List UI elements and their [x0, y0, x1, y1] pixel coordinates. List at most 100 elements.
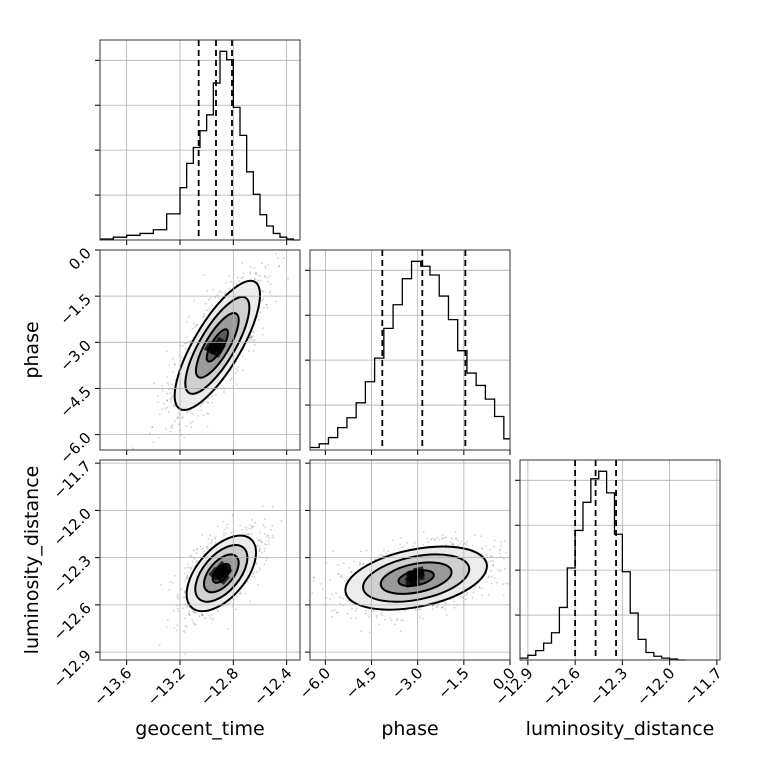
joint-geocent_time-luminosity_distance-point	[186, 566, 189, 569]
joint-geocent_time-luminosity_distance-point	[264, 526, 267, 528]
joint-geocent_time-phase-point	[249, 271, 252, 273]
joint-geocent_time-phase-point	[204, 302, 207, 305]
joint-geocent_time-luminosity_distance-point	[259, 539, 262, 541]
joint-phase-luminosity_distance-point	[436, 536, 439, 539]
joint-geocent_time-phase-point	[277, 257, 280, 259]
joint-geocent_time-phase-point	[235, 367, 238, 370]
joint-phase-luminosity_distance-point	[396, 618, 399, 620]
joint-geocent_time-phase-point	[278, 265, 280, 267]
joint-geocent_time-phase-point	[199, 405, 202, 408]
xtick-label-phase: −3.0	[388, 664, 426, 702]
ylabel-phase: phase	[21, 321, 43, 378]
joint-geocent_time-luminosity_distance-point	[256, 584, 259, 586]
joint-geocent_time-luminosity_distance-point	[188, 611, 190, 614]
joint-geocent_time-luminosity_distance-point	[180, 588, 183, 591]
joint-geocent_time-phase-point	[235, 383, 238, 386]
joint-geocent_time-luminosity_distance-point	[206, 546, 209, 549]
joint-geocent_time-phase-point	[230, 369, 233, 372]
joint-geocent_time-luminosity_distance-point	[187, 576, 190, 579]
joint-phase-luminosity_distance-point	[485, 545, 488, 547]
joint-geocent_time-luminosity_distance-point	[195, 552, 198, 554]
ytick-label-luminosity_distance: −12.6	[50, 599, 95, 644]
joint-geocent_time-luminosity_distance-point	[203, 550, 205, 552]
joint-geocent_time-phase-point	[172, 404, 175, 406]
hist-geocent_time-steps	[100, 50, 300, 241]
joint-geocent_time-phase-point	[190, 421, 192, 424]
joint-geocent_time-luminosity_distance-point	[188, 613, 191, 615]
joint-geocent_time-luminosity_distance-point	[249, 524, 252, 527]
joint-geocent_time-luminosity_distance-point	[189, 614, 191, 616]
joint-phase-luminosity_distance-point	[406, 542, 408, 544]
joint-phase-luminosity_distance-peak-cell	[413, 566, 425, 579]
joint-geocent_time-luminosity_distance-point	[255, 562, 258, 565]
joint-phase-luminosity_distance-point	[311, 592, 314, 594]
joint-phase-luminosity_distance-point	[487, 594, 490, 596]
joint-phase-luminosity_distance-point	[499, 569, 502, 571]
joint-geocent_time-phase-point	[185, 320, 188, 323]
joint-geocent_time-phase-point	[266, 306, 269, 309]
joint-geocent_time-phase-point	[277, 230, 279, 232]
joint-geocent_time-phase-point	[216, 294, 219, 296]
joint-phase-luminosity_distance-point	[322, 588, 324, 591]
joint-geocent_time-phase-point	[253, 339, 256, 341]
ytick-label-phase: −3.0	[56, 336, 94, 374]
joint-geocent_time-luminosity_distance-contour-1	[202, 553, 240, 594]
joint-geocent_time-luminosity_distance-point	[182, 596, 185, 599]
joint-geocent_time-luminosity_distance-point	[249, 600, 252, 603]
joint-geocent_time-phase-point	[186, 336, 189, 338]
joint-geocent_time-phase-point	[157, 436, 160, 439]
joint-geocent_time-phase-point	[247, 350, 250, 353]
joint-phase-luminosity_distance-point	[498, 549, 501, 552]
joint-geocent_time-phase-point	[258, 274, 261, 277]
joint-phase-luminosity_distance-point	[450, 541, 452, 544]
joint-geocent_time-phase-point	[219, 290, 222, 292]
joint-geocent_time-phase-point	[173, 404, 175, 407]
joint-geocent_time-luminosity_distance-point	[183, 631, 186, 633]
joint-geocent_time-luminosity_distance-point	[226, 523, 229, 526]
joint-geocent_time-luminosity_distance-point	[239, 591, 242, 594]
joint-geocent_time-luminosity_distance-point	[185, 577, 188, 579]
joint-geocent_time-phase-point	[230, 280, 232, 283]
joint-geocent_time-luminosity_distance-point	[254, 576, 256, 579]
joint-phase-luminosity_distance-point	[464, 594, 466, 597]
joint-phase-luminosity_distance-point	[492, 563, 494, 566]
joint-phase-luminosity_distance-point	[441, 534, 444, 537]
xtick-label-luminosity_distance: −11.7	[680, 664, 725, 709]
joint-geocent_time-phase-point	[196, 324, 198, 327]
xtick-label-geocent_time: −12.8	[197, 664, 242, 709]
joint-geocent_time-phase-point	[267, 264, 270, 266]
joint-geocent_time-phase-point	[237, 365, 240, 368]
joint-geocent_time-phase-point	[170, 383, 173, 385]
joint-phase-luminosity_distance-point	[389, 617, 391, 619]
joint-phase-luminosity_distance-point	[391, 539, 394, 542]
xtick-label-luminosity_distance: −12.6	[539, 664, 584, 709]
hist-geocent_time-frame	[99, 39, 301, 241]
joint-phase-luminosity_distance-point	[505, 551, 507, 554]
joint-geocent_time-phase-point	[181, 344, 184, 347]
joint-phase-luminosity_distance-point	[445, 536, 448, 539]
joint-phase-luminosity_distance-point	[361, 563, 364, 566]
ytick-label-luminosity_distance: −12.3	[50, 552, 95, 597]
joint-phase-luminosity_distance-point	[505, 582, 507, 585]
joint-geocent_time-phase-point	[214, 296, 217, 299]
joint-geocent_time-luminosity_distance-point	[188, 613, 190, 616]
joint-geocent_time-luminosity_distance-point	[165, 626, 168, 629]
joint-phase-luminosity_distance-point	[422, 543, 425, 546]
joint-geocent_time-phase-point	[235, 283, 238, 285]
joint-geocent_time-luminosity_distance-contents	[158, 505, 283, 655]
joint-geocent_time-phase-point	[190, 339, 193, 342]
joint-phase-luminosity_distance-point	[444, 536, 447, 539]
joint-geocent_time-luminosity_distance-point	[258, 569, 261, 572]
joint-phase-luminosity_distance-point	[502, 594, 505, 597]
joint-geocent_time-phase-point	[250, 335, 253, 338]
joint-geocent_time-phase-point	[168, 388, 170, 391]
joint-geocent_time-luminosity_distance-point	[268, 543, 271, 545]
joint-geocent_time-phase-point	[177, 415, 179, 418]
joint-geocent_time-phase-point	[266, 276, 269, 279]
joint-geocent_time-phase-point	[212, 288, 215, 291]
joint-geocent_time-luminosity_distance-point	[229, 600, 232, 603]
joint-phase-luminosity_distance-point	[442, 605, 445, 608]
joint-geocent_time-luminosity_distance-point	[192, 611, 194, 614]
joint-phase-luminosity_distance-point	[499, 548, 502, 551]
joint-geocent_time-luminosity_distance-point	[261, 540, 264, 543]
